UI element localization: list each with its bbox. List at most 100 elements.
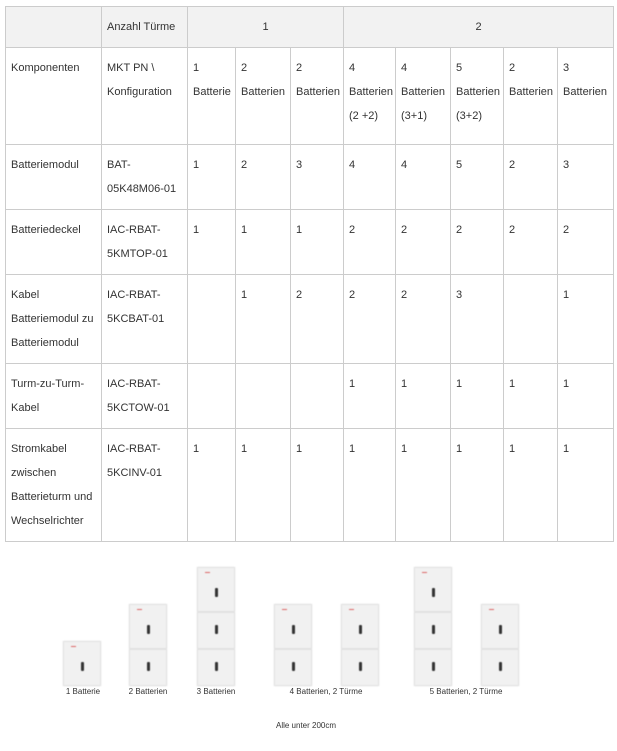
battery-tower [129, 604, 167, 686]
battery-module [63, 641, 101, 686]
component-name: Kabel Batteriemodul zu Batteriemodul [5, 274, 102, 364]
quantity-cell: 1 [503, 428, 558, 542]
battery-module [129, 649, 167, 686]
quantity-cell: 1 [450, 363, 504, 429]
component-name: Batteriemodul [5, 144, 102, 210]
quantity-cell [503, 274, 558, 364]
quantity-cell: 1 [556, 428, 615, 542]
battery-module [414, 612, 452, 649]
config-cell: 3 Batterien [556, 47, 615, 145]
battery-module [274, 649, 312, 686]
quantity-cell [290, 363, 344, 429]
quantity-cell: 3 [450, 274, 504, 364]
quantity-cell: 1 [290, 428, 344, 542]
battery-tower [481, 604, 519, 686]
quantity-cell: 2 [450, 209, 504, 275]
quantity-cell: 1 [395, 363, 451, 429]
battery-module [274, 604, 312, 649]
part-number: IAC-RBAT-5KCINV-01 [101, 428, 188, 542]
quantity-cell: 4 [343, 144, 396, 210]
quantity-cell: 1 [450, 428, 504, 542]
battery-tower [341, 604, 379, 686]
quantity-cell [187, 363, 236, 429]
quantity-cell: 1 [187, 209, 236, 275]
quantity-cell: 2 [343, 209, 396, 275]
quantity-cell [187, 274, 236, 364]
quantity-cell: 1 [235, 209, 291, 275]
figure-label: 5 Batterien, 2 Türme [429, 687, 503, 696]
component-name: Stromkabel zwischen Batterieturm und Wec… [5, 428, 102, 542]
quantity-cell: 1 [556, 363, 615, 429]
battery-tower [197, 567, 235, 686]
towers-label: Anzahl Türme [101, 6, 188, 48]
quantity-cell: 1 [187, 428, 236, 542]
config-cell: 2 Batterien [503, 47, 558, 145]
config-row: Komponenten MKT PN \ Konfiguration 1 Bat… [5, 47, 615, 145]
figure-label: 2 Batterien [128, 687, 168, 696]
components-label: Komponenten [5, 47, 102, 145]
battery-module [341, 649, 379, 686]
component-name: Turm-zu-Turm-Kabel [5, 363, 102, 429]
battery-module [129, 604, 167, 649]
quantity-cell: 3 [556, 144, 615, 210]
part-number: IAC-RBAT-5KCBAT-01 [101, 274, 188, 364]
quantity-cell: 2 [503, 144, 558, 210]
part-number: BAT-05K48M06-01 [101, 144, 188, 210]
quantity-cell: 1 [556, 274, 615, 364]
config-cell: 2 Batterien [235, 47, 291, 145]
battery-module [414, 649, 452, 686]
quantity-cell: 2 [395, 209, 451, 275]
pn-label: MKT PN \ Konfiguration [101, 47, 188, 145]
battery-tower [274, 604, 312, 686]
quantity-cell: 2 [290, 274, 344, 364]
corner-cell [5, 6, 102, 48]
quantity-cell: 1 [343, 428, 396, 542]
battery-tower [414, 567, 452, 686]
quantity-cell: 2 [235, 144, 291, 210]
part-number: IAC-RBAT-5KMTOP-01 [101, 209, 188, 275]
figure-caption: Alle unter 200cm [275, 721, 337, 730]
quantity-cell: 1 [503, 363, 558, 429]
table-row: Kabel Batteriemodul zu Batteriemodul IAC-… [5, 274, 615, 364]
table-row: Batteriemodul BAT-05K48M06-01 1 2 3 4 4 5 2 3 [5, 144, 615, 210]
config-cell: 4 Batterien (3+1) [395, 47, 451, 145]
config-cell: 2 Batterien [290, 47, 344, 145]
quantity-cell [235, 363, 291, 429]
config-cell: 5 Batterien (3+2) [450, 47, 504, 145]
figure-label: 1 Batterie [65, 687, 101, 696]
figure-label: 3 Batterien [196, 687, 236, 696]
components-table: Anzahl Türme 1 2 Komponenten MKT PN \ Ko… [5, 6, 615, 542]
table-row: Turm-zu-Turm-Kabel IAC-RBAT-5KCTOW-01 1 1 1 1… [5, 363, 615, 429]
battery-configurations-figure: 1 Batterie 2 Batterien 3 Batterien 4 Bat… [0, 550, 617, 750]
quantity-cell: 5 [450, 144, 504, 210]
quantity-cell: 1 [290, 209, 344, 275]
battery-module [197, 612, 235, 649]
battery-module [341, 604, 379, 649]
tower-group-1: 1 [187, 6, 344, 48]
config-cell: 1 Batterie [187, 47, 236, 145]
quantity-cell: 1 [395, 428, 451, 542]
quantity-cell: 2 [556, 209, 615, 275]
table-row: Stromkabel zwischen Batterieturm und Wec… [5, 428, 615, 542]
quantity-cell: 1 [235, 274, 291, 364]
battery-module [481, 649, 519, 686]
component-name: Batteriedeckel [5, 209, 102, 275]
quantity-cell: 2 [503, 209, 558, 275]
quantity-cell: 1 [343, 363, 396, 429]
part-number: IAC-RBAT-5KCTOW-01 [101, 363, 188, 429]
quantity-cell: 3 [290, 144, 344, 210]
quantity-cell: 2 [343, 274, 396, 364]
figure-label: 4 Batterien, 2 Türme [289, 687, 363, 696]
quantity-cell: 1 [187, 144, 236, 210]
quantity-cell: 4 [395, 144, 451, 210]
quantity-cell: 2 [395, 274, 451, 364]
quantity-cell: 1 [235, 428, 291, 542]
battery-module [414, 567, 452, 612]
battery-module [481, 604, 519, 649]
header-row: Anzahl Türme 1 2 [5, 6, 615, 48]
battery-tower [63, 641, 101, 686]
battery-module [197, 649, 235, 686]
tower-group-2: 2 [342, 6, 615, 48]
battery-module [197, 567, 235, 612]
config-cell: 4 Batterien (2 +2) [343, 47, 396, 145]
